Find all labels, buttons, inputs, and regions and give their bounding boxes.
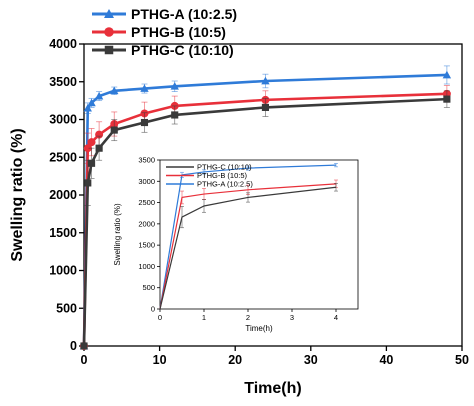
main-data-point: [95, 130, 104, 139]
main-data-point: [110, 86, 119, 95]
main-y-tick-label: 0: [70, 339, 77, 353]
inset-legend-label: PTHG-B (10:5): [197, 171, 248, 180]
main-y-tick-label: 3500: [49, 75, 77, 89]
inset-y-tick-label: 2000: [138, 219, 155, 228]
main-x-tick-label: 40: [379, 353, 393, 367]
main-data-point: [83, 144, 92, 153]
inset-x-tick-label: 4: [334, 313, 338, 322]
main-data-point: [110, 126, 118, 134]
legend-marker: [104, 27, 114, 37]
inset-x-tick-label: 2: [246, 313, 250, 322]
inset-legend-label: PTHG-C (10:10): [197, 163, 252, 172]
inset-panel: 0 1 2 3 4 0 500 1000 1500 2000 2500 3000 3500 Time(h)…: [113, 156, 359, 333]
inset-x-tick-label: 0: [158, 313, 162, 322]
inset-y-axis-title: Swelling ratio (%): [113, 203, 122, 266]
main-data-point: [84, 179, 92, 187]
legend-label: PTHG-C (10:10): [131, 42, 234, 58]
inset-y-tick-label: 1500: [138, 241, 155, 250]
inset-y-tick-label: 2500: [138, 198, 155, 207]
main-x-axis-title: Time(h): [244, 380, 301, 397]
inset-series-1: [159, 179, 338, 310]
main-x-tick-label: 50: [455, 353, 469, 367]
inset-y-tick-label: 0: [151, 305, 155, 314]
legend-marker: [104, 9, 114, 18]
inset-y-tick-label: 3500: [138, 156, 155, 165]
main-data-point: [94, 91, 104, 100]
inset-y-tick-label: 1000: [138, 262, 155, 271]
inset-series-2: [159, 183, 338, 310]
inset-y-tick-label: 3000: [138, 177, 155, 186]
legend-label: PTHG-A (10:2.5): [131, 6, 237, 22]
main-series-2: [80, 90, 451, 350]
inset-series-line: [159, 186, 337, 310]
main-panel: 0 10 20 30 40 5005001000150020002500300035004…: [9, 37, 469, 397]
main-legend: PTHG-A (10:2.5) PTHG-B (10:5) PTHG-C (10:1…: [92, 6, 237, 58]
main-y-tick-label: 1000: [49, 264, 77, 278]
main-y-tick-label: 1500: [49, 226, 77, 240]
main-y-tick-label: 4000: [49, 37, 77, 51]
main-data-point: [171, 111, 179, 119]
main-y-tick-label: 3000: [49, 113, 77, 127]
main-data-point: [95, 144, 103, 152]
main-series-0: [79, 65, 452, 350]
main-y-tick-label: 2000: [49, 188, 77, 202]
main-y-tick-label: 500: [56, 301, 77, 315]
main-data-point: [87, 138, 96, 147]
main-data-point: [170, 82, 179, 90]
main-x-tick-label: 0: [81, 353, 88, 367]
main-data-point: [261, 103, 270, 111]
main-data-point: [443, 95, 451, 103]
legend-label: PTHG-B (10:5): [131, 24, 226, 40]
inset-series-line: [159, 164, 337, 310]
main-data-point: [261, 76, 270, 85]
inset-x-tick-label: 3: [290, 313, 294, 322]
main-y-axis-title: Swelling ratio (%): [9, 128, 26, 261]
main-data-point: [140, 84, 149, 92]
inset-x-axis-title: Time(h): [245, 324, 273, 333]
main-data-point: [140, 118, 149, 127]
inset-legend: PTHG-C (10:10)PTHG-B (10:5)PTHG-A (10:2.…: [166, 163, 253, 189]
inset-x-tick-label: 1: [202, 313, 206, 322]
main-y-tick-label: 2500: [49, 150, 77, 164]
main-data-point: [442, 70, 452, 79]
main-data-point: [87, 98, 96, 107]
inset-plot-frame: [159, 159, 359, 310]
main-x-tick-label: 30: [304, 353, 318, 367]
main-x-tick-label: 20: [228, 353, 242, 367]
main-data-point: [87, 159, 96, 167]
inset-legend-label: PTHG-A (10:2.5): [197, 180, 253, 189]
main-data-point: [83, 103, 92, 112]
inset-y-tick-label: 500: [142, 283, 155, 292]
main-x-tick-label: 10: [153, 353, 167, 367]
inset-series-line: [159, 183, 337, 310]
inset-series-0: [159, 163, 338, 310]
legend-marker: [104, 45, 114, 55]
main-data-point: [80, 342, 88, 350]
